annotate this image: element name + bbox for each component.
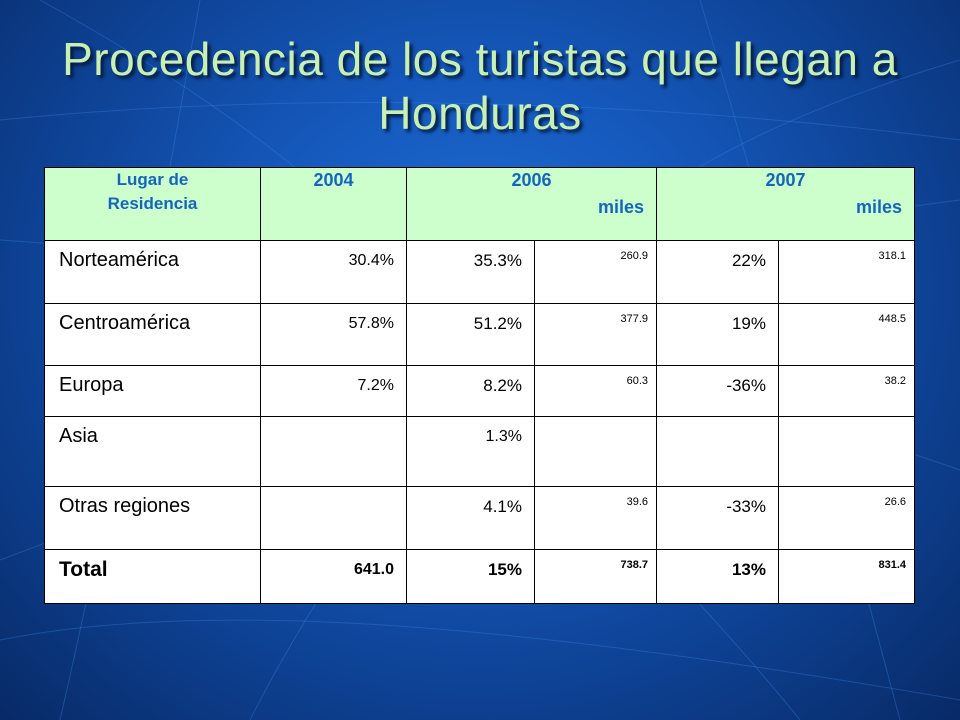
cell-2007-pct: 19% [656,303,779,366]
table-row: Asia 1.3% [44,416,915,487]
table-row-total: Total 641.0 15% 738.7 13% 831.4 [44,549,915,604]
table-row: Centroamérica 57.8% 51.2% 377.9 19% 448.… [44,303,915,366]
cell-2006-miles: 260.9 [534,240,657,304]
cell-2006-pct: 4.1% [406,486,535,550]
slide-title: Procedencia de los turistas que llegan a… [62,33,898,139]
cell-2007-miles: 831.4 [778,549,915,604]
cell-2006-pct: 35.3% [406,240,535,304]
cell-2004-pct [260,486,407,550]
cell-2006-pct: 15% [406,549,535,604]
cell-2004-value: 641.0 [260,549,407,604]
cell-2007-pct: -36% [656,365,779,417]
cell-2006-miles: 60.3 [534,365,657,417]
table-header-row: Lugar de Residencia 2004 2006 miles 2007… [44,167,915,241]
row-region: Europa [44,365,261,417]
tourism-table: Lugar de Residencia 2004 2006 miles 2007… [44,167,915,604]
cell-2007-pct: 13% [656,549,779,604]
header-lugar: Lugar de Residencia [44,167,261,241]
table-row: Otras regiones 4.1% 39.6 -33% 26.6 [44,486,915,550]
cell-2006-miles: 738.7 [534,549,657,604]
cell-2007-pct: -33% [656,486,779,550]
header-2006-unit: miles [597,197,644,217]
header-lugar-line2: Residencia [107,194,198,213]
cell-2007-pct [656,416,779,487]
cell-2006-miles [534,416,657,487]
header-2006-year: 2006 [511,170,552,190]
row-region: Norteamérica [44,240,261,304]
cell-2006-miles: 39.6 [534,486,657,550]
cell-2007-miles: 318.1 [778,240,915,304]
cell-2007-miles [778,416,915,487]
header-2006: 2006 miles [406,167,657,241]
cell-2004-pct: 30.4% [260,240,407,304]
cell-2007-miles: 38.2 [778,365,915,417]
header-2007: 2007 miles [656,167,915,241]
cell-2004-pct: 7.2% [260,365,407,417]
cell-2004-pct: 57.8% [260,303,407,366]
cell-2006-pct: 51.2% [406,303,535,366]
header-2004: 2004 [260,167,407,241]
cell-2006-pct: 8.2% [406,365,535,417]
header-lugar-line1: Lugar de [116,170,189,189]
cell-2004-pct [260,416,407,487]
row-region: Total [44,549,261,604]
row-region: Asia [44,416,261,487]
table-row: Norteamérica 30.4% 35.3% 260.9 22% 318.1 [44,240,915,304]
cell-2006-miles: 377.9 [534,303,657,366]
cell-2007-pct: 22% [656,240,779,304]
cell-2006-pct: 1.3% [406,416,535,487]
cell-2007-miles: 448.5 [778,303,915,366]
table-row: Europa 7.2% 8.2% 60.3 -36% 38.2 [44,365,915,417]
header-2007-unit: miles [855,197,902,217]
row-region: Centroamérica [44,303,261,366]
row-region: Otras regiones [44,486,261,550]
cell-2007-miles: 26.6 [778,486,915,550]
header-2007-year: 2007 [765,170,806,190]
